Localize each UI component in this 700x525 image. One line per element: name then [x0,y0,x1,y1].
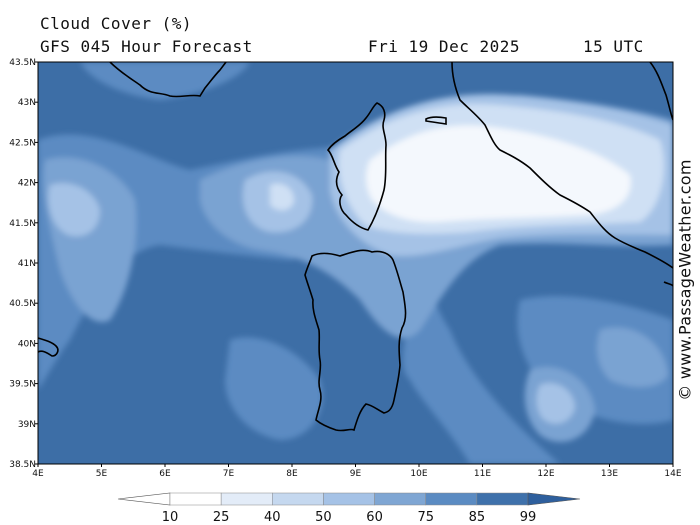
legend-swatch [272,492,324,506]
lon-tick-label: 8E [286,469,298,479]
lon-tick-label: 10E [410,469,427,479]
legend-low-arrow [117,492,171,506]
lat-tick-label: 43N [18,98,36,108]
lat-tick-label: 39N [18,420,36,430]
lon-tick-label: 4E [32,469,44,479]
legend-value-label: 85 [469,510,486,525]
lat-tick-label: 40N [18,339,36,349]
lon-tick-label: 14E [664,469,681,479]
passageweather-credit: © www.PassageWeather.com [675,159,695,401]
legend-high-arrow [527,492,581,506]
axis-ticks: 43.5N 43N 42.5N 42N 41.5N 41N 40.5N 40N 39.5N 39N… [9,58,682,479]
lat-tick-label: 41N [18,259,36,269]
color-legend: 10 25 40 50 60 75 85 99 [117,492,581,525]
lat-tick-label: 39.5N [9,380,36,390]
forecast-date: Fri 19 Dec 2025 [368,37,520,56]
legend-value-label: 10 [162,510,179,525]
coastlines [38,62,673,432]
map-title: Cloud Cover (%) [40,14,192,33]
lon-tick-label: 7E [223,469,235,479]
forecast-time: 15 UTC [583,37,644,56]
lat-tick-label: 43.5N [9,58,36,68]
legend-swatch [425,492,478,506]
legend-value-label: 60 [366,510,383,525]
coastline-elba [425,116,447,125]
coastline-italy [451,62,673,269]
coastline-africa [38,337,59,357]
map-area [38,62,673,464]
lon-tick-label: 12E [537,469,554,479]
legend-swatch [323,492,375,506]
lon-tick-label: 6E [159,469,171,479]
forecast-label: GFS 045 Hour Forecast [40,37,253,56]
legend-value-label: 75 [417,510,434,525]
coastline-adriatic [649,62,673,121]
legend-swatch [476,492,529,506]
lon-tick-label: 11E [474,469,491,479]
coastline-corsica [326,102,387,231]
legend-swatch [169,492,222,506]
legend-value-label: 99 [520,510,537,525]
coastline-france [109,62,227,98]
legend-value-label: 25 [213,510,230,525]
lon-tick-label: 13E [601,469,618,479]
lat-tick-label: 42.5N [9,138,36,148]
lat-tick-label: 42N [18,179,36,189]
lat-tick-label: 40.5N [9,299,36,309]
legend-value-label: 40 [264,510,281,525]
legend-swatch [374,492,426,506]
lon-tick-label: 9E [350,469,362,479]
lon-tick-label: 5E [96,469,108,479]
lat-tick-label: 41.5N [9,219,36,229]
legend-swatch [220,492,273,506]
coastline-sardinia [304,249,407,432]
legend-value-label: 50 [315,510,332,525]
lat-tick-label: 38.5N [9,460,36,470]
